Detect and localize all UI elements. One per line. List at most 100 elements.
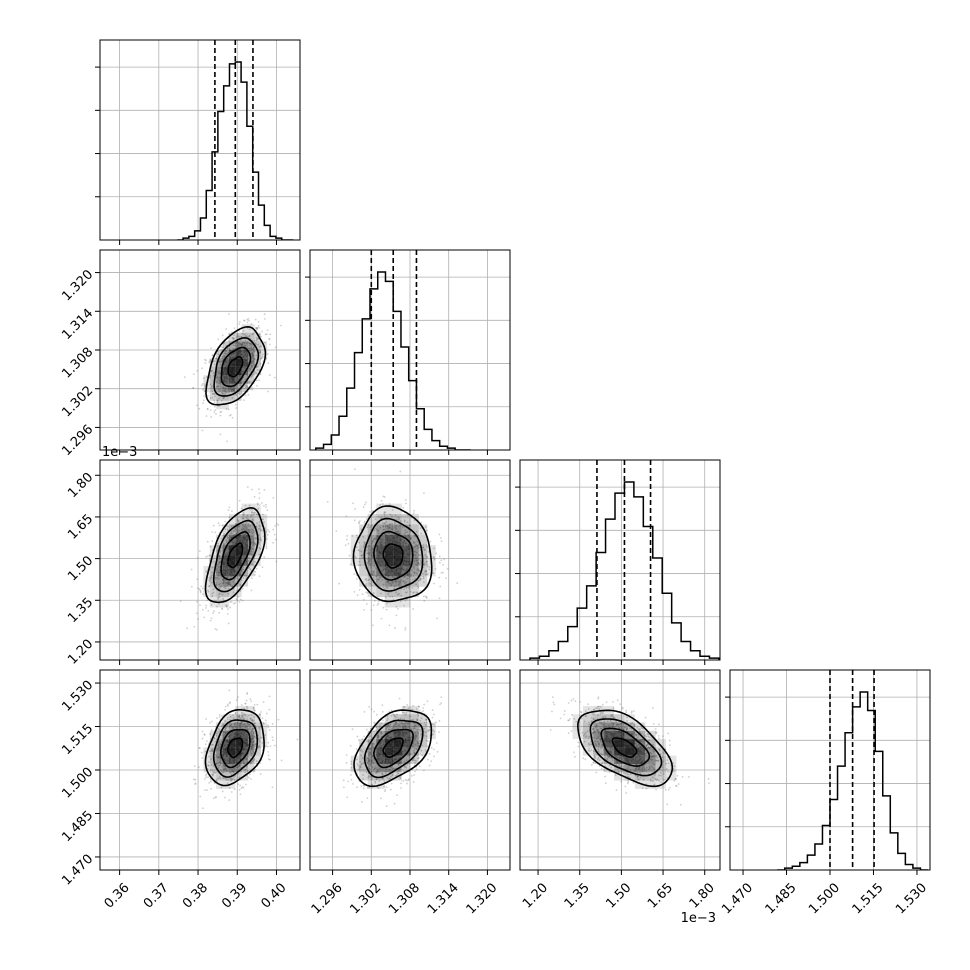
scatter-point [257,738,260,741]
scatter-point [376,771,379,774]
scatter-point [259,358,262,360]
scatter-point [200,585,203,588]
density-cell [410,524,419,535]
scatter-point [252,548,254,550]
scatter-point [380,731,383,734]
density-cell [235,514,242,525]
scatter-point [252,353,254,356]
scatter-point [258,326,260,329]
scatter-point [250,352,253,355]
scatter-point [359,760,362,763]
density-cell [367,730,377,740]
scatter-point [414,554,417,557]
scatter-point [405,712,408,714]
scatter-point [370,708,373,711]
scatter-point [238,601,241,603]
scatter-point [261,502,263,504]
scatter-point [261,357,263,360]
scatter-point [427,730,430,732]
scatter-point [247,393,250,396]
panel-content [100,250,300,450]
scatter-point [386,770,389,773]
scatter-point [254,511,256,514]
scatter-point [217,740,220,743]
scatter-point [402,506,405,509]
scatter-point [255,513,258,516]
scatter-point [234,601,237,604]
scatter-point [382,495,385,498]
scatter-point [258,524,261,527]
density-cell [248,366,255,376]
scatter-point [367,753,370,755]
density-cell [384,747,394,756]
scatter-point [219,411,222,414]
scatter-point [211,566,214,569]
scatter-point [408,755,411,758]
scatter-point [438,597,441,600]
scatter-point [225,541,228,544]
scatter-point [368,578,371,581]
scatter-point [219,761,221,763]
scatter-point [222,777,224,779]
scatter-point [238,715,241,718]
scatter-point [251,355,254,358]
scatter-point [410,574,412,576]
scatter-point [236,340,239,343]
scatter-point [439,703,441,706]
scatter-point [420,730,423,733]
scatter-point [350,773,352,776]
density-cell [384,763,394,773]
density-cell [367,755,377,764]
density-cell [410,555,419,566]
scatter-point [416,741,419,743]
scatter-point [399,775,402,778]
scatter-point [412,542,415,545]
scatter-point [215,796,217,798]
scatter-point [417,579,420,582]
density-cell [241,763,249,773]
scatter-point [272,528,275,531]
scatter-point [406,782,408,785]
scatter-point [417,757,419,760]
scatter-point [398,769,400,772]
scatter-point [254,722,257,724]
scatter-point [245,765,248,768]
scatter-point [257,746,260,749]
density-cell [248,747,255,756]
scatter-point [264,341,266,344]
scatter-point [210,729,213,732]
scatter-point [207,590,210,593]
scatter-point [212,392,215,395]
scatter-point [373,767,376,770]
scatter-point [232,727,235,730]
scatter-point [229,388,232,391]
scatter-point [209,780,212,783]
scatter-point [199,747,201,750]
scatter-point [418,563,421,566]
scatter-point [208,554,211,557]
scatter-point [398,532,401,535]
scatter-point [217,405,220,407]
density-cell [418,545,428,556]
scatter-point [245,522,248,524]
density-cell [209,772,217,781]
scatter-point [377,735,380,738]
panel-2-1 [309,459,511,665]
scatter-point [224,729,227,732]
scatter-point [238,715,240,718]
scatter-point [385,805,388,807]
scatter-point [267,741,270,744]
scatter-point [226,348,229,350]
scatter-point [244,768,247,771]
scatter-point [197,617,200,620]
scatter-point [233,778,236,781]
scatter-point [209,374,212,377]
scatter-point [355,534,358,537]
scatter-point [255,372,258,375]
scatter-point [216,376,219,379]
scatter-point [220,770,223,772]
density-cell [209,576,217,587]
scatter-point [395,580,397,583]
density-cell [248,524,255,535]
scatter-point [390,583,393,585]
